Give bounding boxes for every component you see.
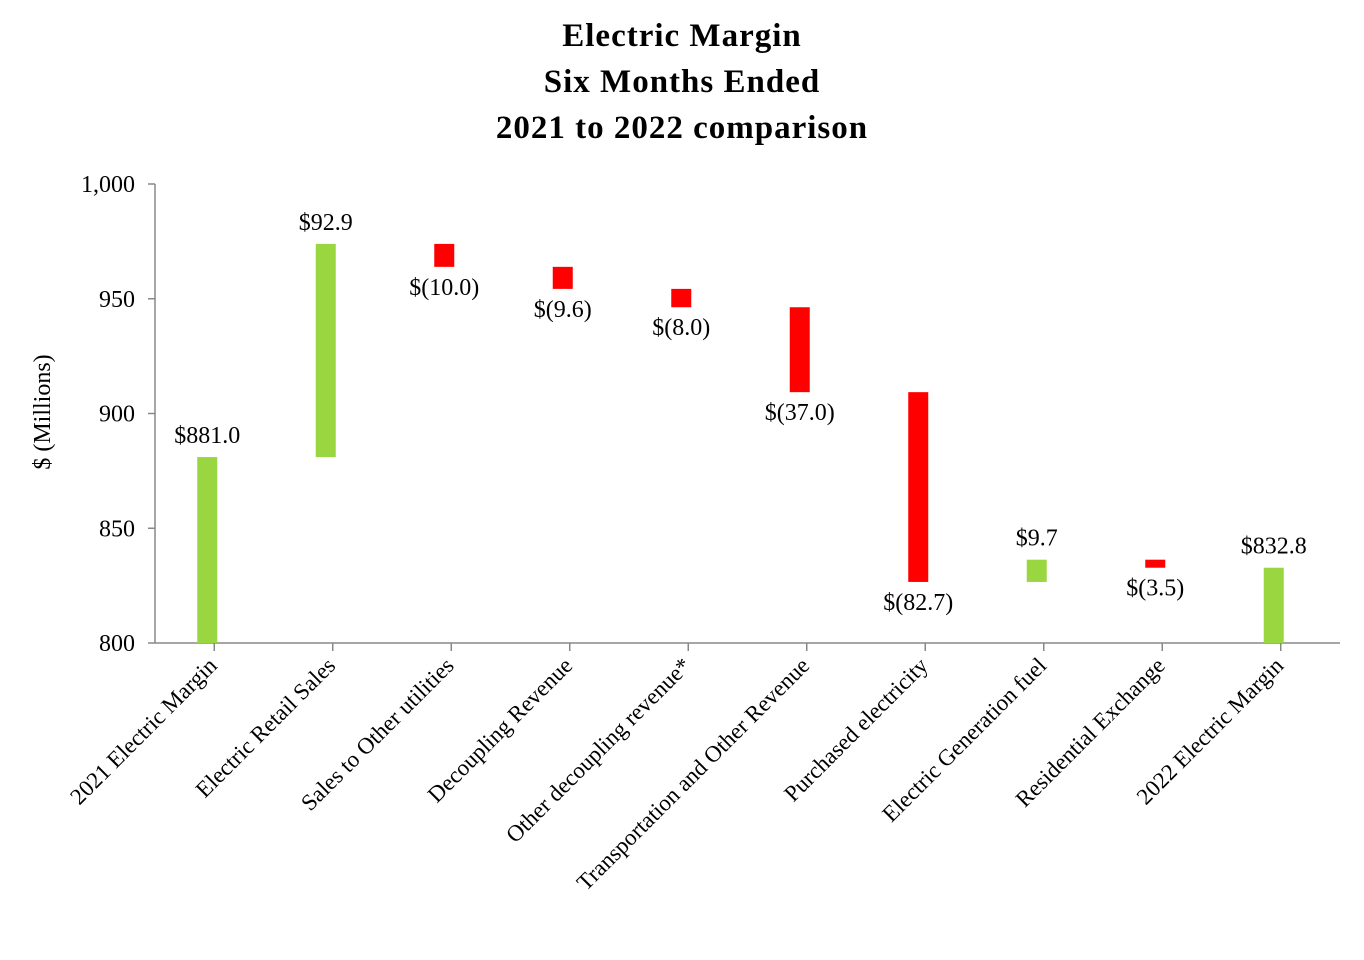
bars [197, 243, 1284, 643]
y-tick-label: 950 [99, 287, 135, 313]
data-labels: $881.0 $92.9 $(10.0) $(9.6) $(8.0) $(37.0) $(8… [174, 210, 1307, 616]
data-label: $9.7 [1016, 526, 1058, 552]
waterfall-bar [789, 307, 810, 393]
data-label: $(82.7) [883, 590, 953, 616]
waterfall-bar [197, 457, 218, 643]
y-tick-label: 1,000 [81, 172, 135, 198]
y-axis-label: $ (Millions) [30, 354, 56, 469]
waterfall-bar [1263, 567, 1284, 643]
waterfall-bar [552, 266, 573, 289]
data-label: $92.9 [299, 210, 353, 236]
data-label: $(10.0) [409, 275, 479, 301]
waterfall-bar [1026, 559, 1047, 582]
waterfall-bar [671, 288, 692, 308]
data-label: $(8.0) [652, 315, 710, 341]
x-tick-label: Transportation and Other Revenue [572, 653, 814, 895]
waterfall-bar [908, 392, 929, 582]
chart-title-line-2: Six Months Ended [543, 64, 821, 100]
waterfall-bar [315, 243, 336, 458]
data-label: $(37.0) [765, 400, 835, 426]
y-tick-label: 850 [99, 516, 135, 542]
chart-title-line-3: 2021 to 2022 comparison [495, 110, 869, 146]
data-label: $(9.6) [534, 297, 592, 323]
data-label: $(3.5) [1126, 576, 1184, 602]
y-tick-label: 800 [99, 631, 135, 657]
waterfall-bar [1145, 559, 1166, 568]
data-label: $881.0 [174, 423, 240, 449]
waterfall-bar [434, 243, 455, 267]
data-label: $832.8 [1241, 534, 1307, 560]
y-tick-label: 900 [99, 402, 135, 428]
chart-title-line-1: Electric Margin [562, 18, 802, 54]
